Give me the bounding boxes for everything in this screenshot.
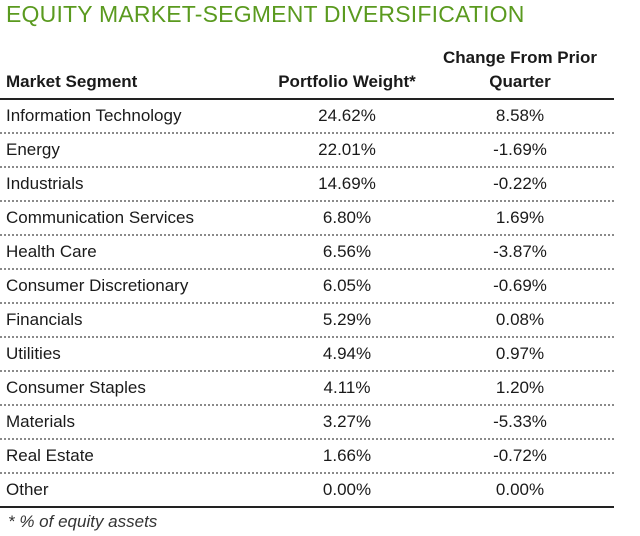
table-row: Consumer Discretionary 6.05% -0.69%	[0, 270, 614, 304]
weight-cell: 6.56%	[322, 242, 372, 261]
segment-table: Market Segment Portfolio Weight* Change …	[0, 44, 614, 508]
weight-cell: 1.66%	[322, 446, 372, 465]
change-cell: -3.87%	[493, 242, 547, 261]
weight-cell: 22.01%	[318, 140, 376, 159]
segment-cell: Consumer Discretionary	[6, 276, 189, 295]
footnote: * % of equity assets	[8, 512, 158, 531]
change-cell: 0.08%	[495, 310, 545, 329]
change-cell: -0.69%	[493, 276, 547, 295]
table-header: Market Segment Portfolio Weight* Change …	[0, 44, 614, 100]
weight-cell: 6.05%	[322, 276, 372, 295]
change-cell: 8.58%	[495, 106, 545, 125]
weight-cell: 24.62%	[318, 106, 376, 125]
segment-cell: Communication Services	[6, 208, 195, 227]
change-cell: -0.22%	[493, 174, 547, 193]
segment-cell: Energy	[6, 140, 60, 159]
change-cell: 0.97%	[495, 344, 545, 363]
table-row: Energy 22.01% -1.69%	[0, 134, 614, 168]
table-row: Industrials 14.69% -0.22%	[0, 168, 614, 202]
change-cell: -5.33%	[493, 412, 547, 431]
weight-cell: 4.94%	[322, 344, 372, 363]
table-row: Communication Services 6.80% 1.69%	[0, 202, 614, 236]
weight-cell: 14.69%	[318, 174, 376, 193]
column-header-weight: Portfolio Weight*	[278, 72, 416, 91]
segment-cell: Consumer Staples	[6, 378, 146, 397]
column-header-change: Change From Prior Quarter	[443, 48, 597, 91]
segment-cell: Other	[6, 480, 49, 499]
weight-cell: 3.27%	[322, 412, 372, 431]
table-row: Real Estate 1.66% -0.72%	[0, 440, 614, 474]
weight-cell: 4.11%	[323, 378, 371, 397]
page-title: EQUITY MARKET-SEGMENT DIVERSIFICATION	[6, 1, 525, 27]
table-row: Consumer Staples 4.11% 1.20%	[0, 372, 614, 406]
segment-cell: Health Care	[6, 242, 97, 261]
table-row: Information Technology 24.62% 8.58%	[0, 100, 614, 134]
segment-cell: Materials	[6, 412, 75, 431]
change-cell: -1.69%	[493, 140, 547, 159]
segment-cell: Utilities	[6, 344, 61, 363]
change-cell: 1.69%	[495, 208, 545, 227]
table-body: Information Technology 24.62% 8.58% Ener…	[0, 100, 614, 508]
segment-cell: Real Estate	[6, 446, 94, 465]
table-row: Materials 3.27% -5.33%	[0, 406, 614, 440]
segment-cell: Information Technology	[6, 106, 182, 125]
weight-cell: 6.80%	[322, 208, 372, 227]
table-row: Financials 5.29% 0.08%	[0, 304, 614, 338]
change-cell: -0.72%	[493, 446, 547, 465]
change-cell: 0.00%	[495, 480, 545, 499]
table-row: Other 0.00% 0.00%	[0, 474, 614, 508]
segment-cell: Financials	[6, 310, 83, 329]
weight-cell: 5.29%	[322, 310, 372, 329]
table-row: Utilities 4.94% 0.97%	[0, 338, 614, 372]
weight-cell: 0.00%	[322, 480, 372, 499]
table-row: Health Care 6.56% -3.87%	[0, 236, 614, 270]
column-header-segment: Market Segment	[6, 72, 138, 91]
segment-cell: Industrials	[6, 174, 84, 193]
change-cell: 1.20%	[495, 378, 545, 397]
